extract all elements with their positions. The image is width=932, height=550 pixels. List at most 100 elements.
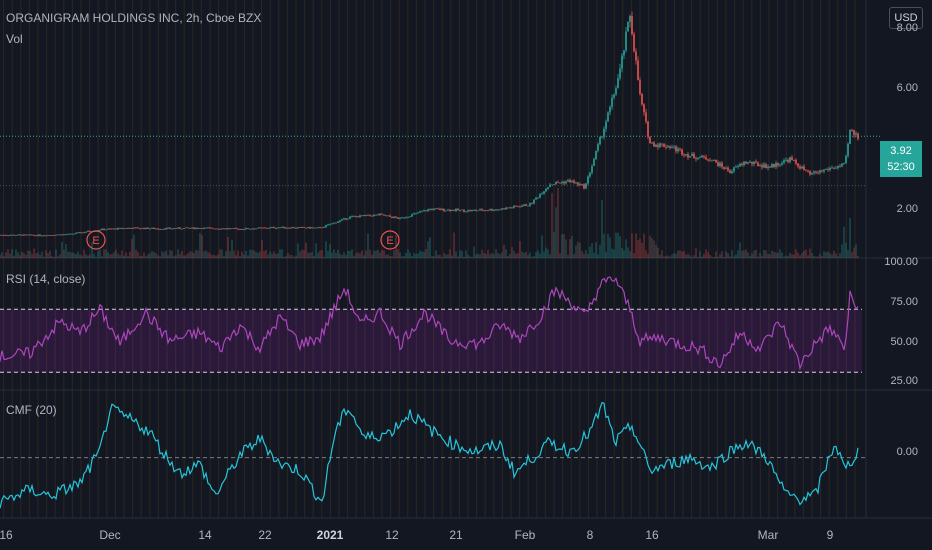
candle-body xyxy=(825,169,827,170)
candle-body xyxy=(415,212,417,214)
volume-bar xyxy=(123,255,125,258)
volume-bar xyxy=(755,249,757,258)
candle-body xyxy=(581,184,583,186)
candle-body xyxy=(127,227,129,229)
candle-body xyxy=(563,181,565,184)
candle-body xyxy=(217,228,219,230)
volume-bar xyxy=(561,234,563,258)
volume-bar xyxy=(299,251,301,258)
candle-body xyxy=(469,210,471,212)
currency-button[interactable]: USD xyxy=(889,7,923,29)
candle-body xyxy=(775,162,777,168)
volume-bar xyxy=(357,252,359,258)
candle-body xyxy=(547,187,549,189)
candle-body xyxy=(643,104,645,113)
volume-bar xyxy=(751,253,753,258)
candle-body xyxy=(75,232,77,234)
volume-bar xyxy=(599,244,601,258)
candle-body xyxy=(613,94,615,98)
volume-bar xyxy=(411,256,413,258)
candle-body xyxy=(607,112,609,122)
volume-bar xyxy=(427,241,429,258)
volume-bar xyxy=(709,254,711,258)
volume-bar xyxy=(163,252,165,258)
volume-bar xyxy=(723,256,725,258)
volume-bar xyxy=(275,253,277,258)
volume-bar xyxy=(523,252,525,258)
candle-body xyxy=(709,160,711,162)
volume-bar xyxy=(431,256,433,258)
candle-body xyxy=(645,112,647,122)
volume-bar xyxy=(5,252,7,258)
volume-bar xyxy=(815,256,817,258)
volume-bar xyxy=(767,253,769,258)
volume-bar xyxy=(703,253,705,258)
volume-bar xyxy=(143,252,145,258)
candle-body xyxy=(527,205,529,207)
candle-body xyxy=(561,181,563,183)
candle-body xyxy=(187,227,189,229)
volume-bar xyxy=(719,254,721,258)
volume-bar xyxy=(29,251,31,258)
candle-body xyxy=(525,204,527,206)
volume-bar xyxy=(1,252,3,258)
volume-bar xyxy=(21,251,23,258)
candle-body xyxy=(21,234,23,236)
volume-bar xyxy=(469,256,471,258)
volume-bar xyxy=(355,253,357,258)
candle-body xyxy=(727,167,729,171)
volume-bar xyxy=(313,255,315,258)
candle-body xyxy=(377,214,379,216)
candle-body xyxy=(593,158,595,166)
candle-body xyxy=(441,208,443,211)
candle-body xyxy=(315,227,317,229)
volume-bar xyxy=(341,254,343,258)
volume-bar xyxy=(229,251,231,258)
volume-bar xyxy=(197,250,199,258)
candle-body xyxy=(77,232,79,234)
candle-body xyxy=(221,228,223,230)
volume-bar xyxy=(775,252,777,258)
candle-body xyxy=(227,228,229,230)
volume-bar xyxy=(733,256,735,258)
volume-bar xyxy=(237,250,239,258)
candle-body xyxy=(225,228,227,230)
candle-body xyxy=(285,227,287,229)
candle-body xyxy=(319,227,321,229)
candle-body xyxy=(535,197,537,200)
volume-bar xyxy=(283,256,285,258)
candle-body xyxy=(785,159,787,161)
candle-body xyxy=(513,205,515,208)
candle-body xyxy=(133,227,135,229)
volume-bar xyxy=(83,249,85,258)
volume-bar xyxy=(641,242,643,258)
volume-bar xyxy=(27,250,29,258)
candle-body xyxy=(657,144,659,147)
volume-bar xyxy=(747,252,749,258)
candle-body xyxy=(495,209,497,211)
candle-body xyxy=(389,215,391,217)
volume-bar xyxy=(759,252,761,258)
volume-bar xyxy=(849,217,851,258)
candle-body xyxy=(31,234,33,236)
candle-body xyxy=(313,227,315,229)
candle-body xyxy=(549,184,551,188)
volume-bar xyxy=(385,254,387,258)
volume-bar xyxy=(565,239,567,258)
volume-bar xyxy=(525,251,527,258)
candle-body xyxy=(453,209,455,211)
candle-body xyxy=(355,216,357,218)
candle-body xyxy=(39,234,41,236)
volume-bar xyxy=(571,236,573,258)
candle-body xyxy=(323,227,325,228)
volume-bar xyxy=(413,253,415,258)
candle-body xyxy=(41,235,43,237)
bar-countdown: 52:30 xyxy=(887,161,915,173)
candle-body xyxy=(413,213,415,215)
volume-bar xyxy=(689,255,691,258)
candle-body xyxy=(381,213,383,215)
volume-bar xyxy=(293,256,295,258)
candle-body xyxy=(687,154,689,158)
volume-bar xyxy=(211,254,213,258)
